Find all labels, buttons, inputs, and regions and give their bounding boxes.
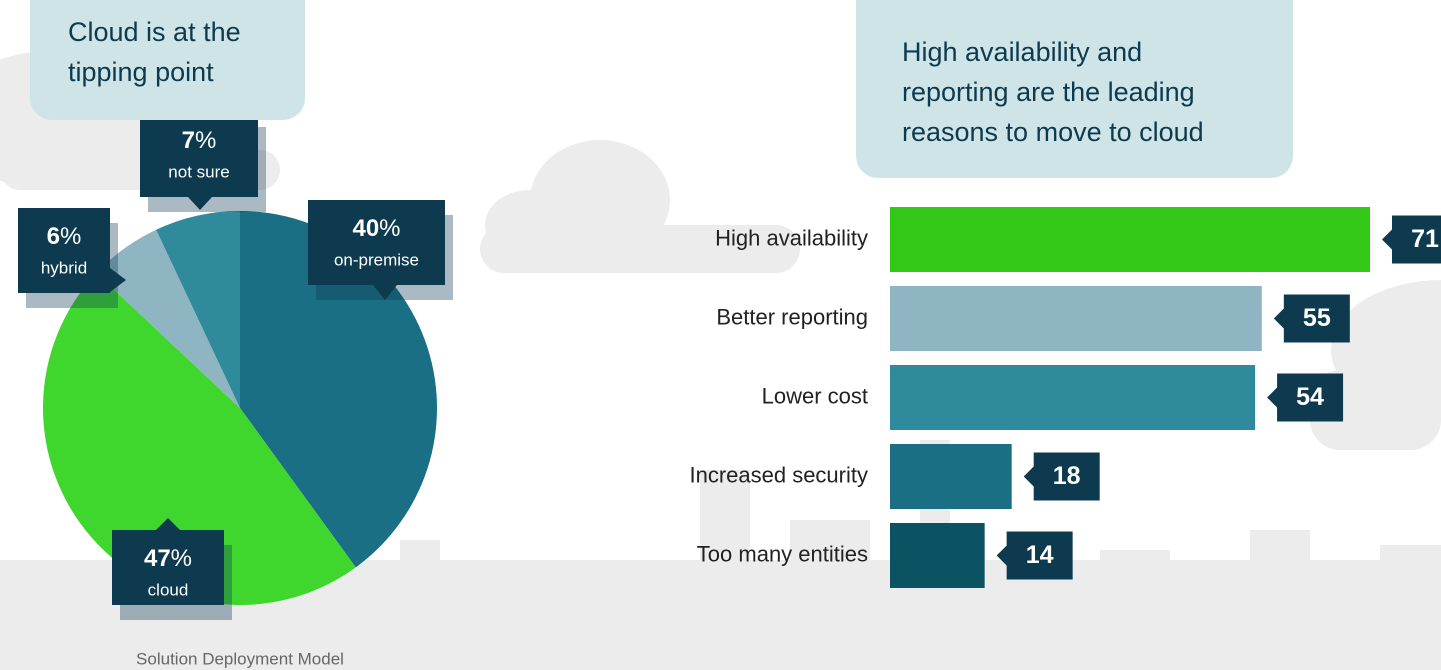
- label-box: [308, 200, 445, 285]
- category-label: hybrid: [41, 258, 87, 277]
- category-label: High availability: [715, 225, 868, 250]
- category-label: cloud: [148, 580, 189, 599]
- category-label: on-premise: [334, 250, 419, 269]
- value-label: 47%: [144, 545, 192, 572]
- pie-caption: Solution Deployment Model: [136, 649, 344, 668]
- category-label: Lower cost: [762, 383, 868, 408]
- label-box: [1382, 215, 1441, 264]
- bar-title: High availability and reporting are the …: [856, 0, 1293, 178]
- label-box: [112, 530, 224, 605]
- pie-slice: [43, 273, 356, 605]
- value-label: 54: [1296, 383, 1324, 411]
- pie-slice: [240, 211, 437, 568]
- label-box: [18, 208, 110, 293]
- label-box: [1273, 294, 1350, 343]
- label-box: [1023, 452, 1100, 501]
- category-label: Too many entities: [697, 541, 868, 566]
- pie-slice: [96, 229, 240, 408]
- bar: [890, 365, 1256, 430]
- bar: [890, 444, 1012, 509]
- background: [0, 50, 1441, 670]
- value-label: 18: [1053, 462, 1081, 490]
- value-label: 14: [1026, 541, 1054, 569]
- label-box: [140, 112, 258, 197]
- category-label: not sure: [168, 162, 229, 181]
- pie-slice: [156, 211, 240, 408]
- category-label: Increased security: [689, 462, 868, 487]
- value-label: 55: [1303, 304, 1331, 332]
- label-pointer: [156, 518, 180, 530]
- label-pointer: [110, 268, 126, 292]
- value-label: 40%: [352, 215, 400, 242]
- label-box: [996, 531, 1073, 580]
- value-label: 7%: [182, 127, 217, 154]
- label-pointer: [373, 285, 397, 300]
- label-box: [1267, 373, 1344, 422]
- bar: [890, 286, 1262, 351]
- pie-title: Cloud is at the tipping point: [30, 0, 305, 120]
- bar: [890, 523, 985, 588]
- label-pointer: [188, 197, 212, 210]
- value-label: 6%: [47, 223, 82, 250]
- category-label: Better reporting: [716, 304, 868, 329]
- bar: [890, 207, 1370, 272]
- value-label: 71: [1411, 225, 1439, 253]
